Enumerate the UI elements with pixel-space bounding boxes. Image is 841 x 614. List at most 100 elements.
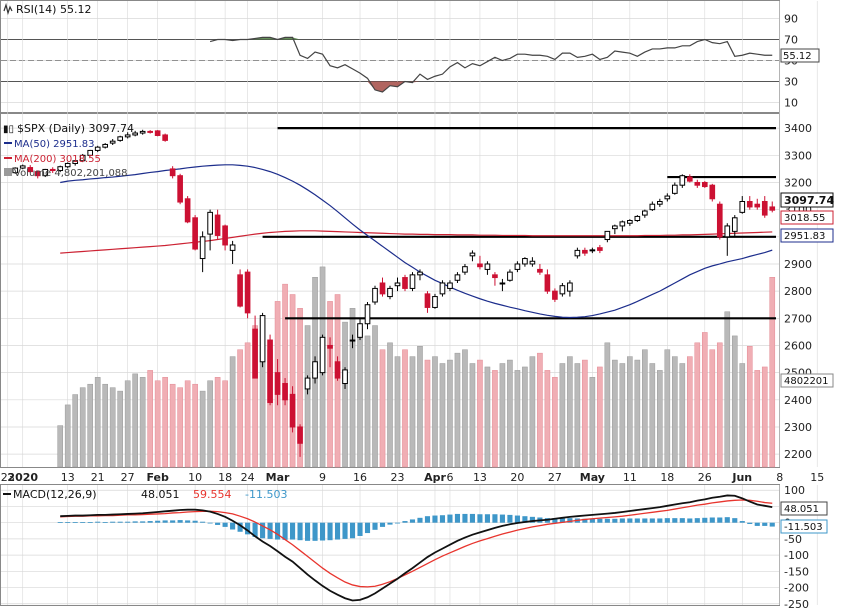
volume-bar — [522, 366, 528, 468]
candle-body — [312, 361, 318, 379]
ma50-last-tag: 2951.83 — [780, 228, 834, 243]
volume-bar — [357, 328, 363, 468]
rsi-legend-icon — [3, 2, 13, 16]
macd-last-tag: 48.051 — [780, 501, 828, 516]
volume-bar — [402, 349, 408, 468]
volume-bar — [612, 359, 618, 468]
volume-bar — [79, 387, 86, 468]
macd-tick-label: -50 — [784, 533, 802, 546]
macd-histogram-bar — [522, 516, 528, 523]
macd-histogram-bar — [102, 522, 108, 523]
candle-body — [124, 134, 131, 138]
volume-last-value: 4802201 — [784, 376, 829, 387]
volume-bar — [687, 356, 693, 468]
macd-histogram-bar — [409, 519, 416, 523]
macd-histogram-bar — [529, 516, 535, 523]
macd-histogram-bar — [260, 522, 266, 539]
candle-body — [214, 214, 221, 236]
macd-histogram-bar — [387, 522, 393, 525]
macd-histogram-bar — [514, 515, 520, 523]
candle-body — [529, 260, 536, 265]
ma50-last-value: 2951.83 — [784, 231, 825, 242]
macd-histogram-bar — [170, 520, 176, 523]
candle-body — [484, 263, 491, 270]
volume-bar — [342, 321, 348, 468]
volume-bar — [552, 377, 558, 468]
volume-bar — [387, 342, 393, 468]
candle-body — [627, 220, 633, 224]
x-tick-label: 8 — [776, 471, 783, 484]
candle-body — [207, 211, 213, 235]
macd-histogram-bar — [642, 518, 648, 523]
volume-bar — [282, 283, 288, 468]
candle-body — [34, 171, 41, 177]
candle-body — [184, 198, 191, 223]
candle-body — [597, 247, 603, 251]
volume-bar — [649, 363, 656, 468]
macd-histogram-bar — [304, 522, 311, 541]
candle-body — [87, 149, 94, 156]
volume-bar — [739, 363, 746, 468]
rsi-indicator — [209, 36, 773, 93]
candle-body — [671, 184, 678, 194]
candle-body — [177, 175, 183, 203]
macd-histogram-bar — [297, 522, 303, 541]
macd-histogram-bar — [364, 522, 371, 534]
macd-tick-label: -200 — [784, 582, 809, 595]
volume-bar — [679, 363, 686, 468]
volume-legend-text: Volume 4,802,201,088 — [14, 168, 128, 179]
macd-histogram-bar — [275, 522, 281, 540]
volume-bar — [582, 359, 588, 468]
macd-histogram-bar — [117, 521, 123, 523]
macd-histogram-bar — [147, 521, 153, 523]
candle-body — [559, 285, 566, 295]
ma50-line — [60, 164, 773, 319]
candle-body — [349, 339, 356, 342]
x-tick-label: Apr — [424, 471, 446, 484]
volume-bar — [94, 377, 101, 468]
macd-histogram-bar — [499, 514, 505, 523]
candle-body — [664, 195, 671, 200]
volume-bar — [709, 349, 716, 468]
rsi-legend: RSI(14) 55.12 — [3, 2, 91, 16]
candle-body — [746, 200, 753, 208]
macd-histogram-bar — [125, 521, 131, 523]
macd-histogram-bar — [312, 522, 318, 541]
rsi-legend-text: RSI(14) 55.12 — [16, 3, 91, 16]
macd-histogram-bar — [649, 518, 655, 523]
macd-tick-label: -100 — [784, 549, 809, 562]
volume-bar — [754, 370, 761, 468]
volume-bar — [177, 387, 183, 468]
macd-histogram-bar — [634, 518, 640, 523]
rsi-last-tag: 55.12 — [780, 48, 820, 63]
candle-body — [222, 225, 228, 246]
candle-body — [342, 369, 348, 385]
candle-body — [282, 383, 288, 401]
candle-body — [12, 167, 19, 174]
candle-body — [49, 168, 56, 172]
macd-histogram-bar — [357, 522, 363, 536]
volume-bar — [102, 383, 108, 468]
volume-bar — [372, 325, 378, 468]
x-tick-label: Mar — [266, 471, 290, 484]
macd-histogram-bar — [290, 522, 296, 540]
macd-histogram-bar — [687, 518, 693, 523]
candle-body — [364, 304, 371, 325]
x-tick-label: 27 — [121, 471, 135, 484]
volume-bar — [634, 359, 641, 468]
macd-histogram-bar — [155, 520, 161, 523]
price-tick-label: 3400 — [784, 122, 812, 135]
x-tick-label: Jun — [731, 471, 752, 484]
candle-body — [417, 271, 423, 276]
candle-body — [439, 282, 446, 295]
price-tick-label: 2900 — [784, 258, 812, 271]
candle-body — [274, 372, 281, 395]
volume-bar — [484, 366, 491, 468]
volume-bar — [657, 370, 663, 468]
macd-histogram-bar — [327, 522, 333, 541]
candle-body — [454, 274, 461, 281]
volume-bar — [597, 366, 603, 468]
candle-body — [709, 184, 716, 200]
macd-histogram-bar — [507, 514, 513, 523]
